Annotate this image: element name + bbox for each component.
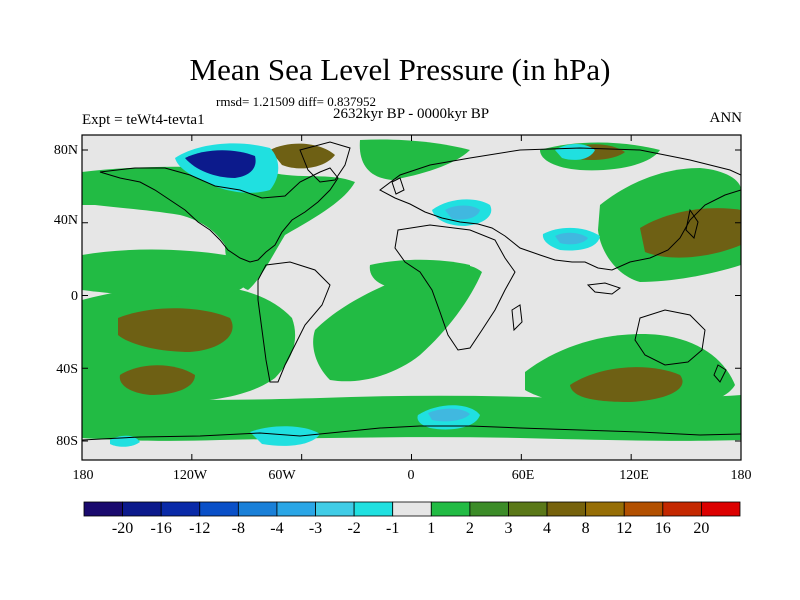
coast-new-zealand: [713, 364, 727, 383]
map-title: Mean Sea Level Pressure (in hPa): [189, 52, 611, 87]
field-patch-mediterranean-core: [445, 205, 480, 220]
colorbar-swatch: [392, 501, 432, 517]
colorbar-label: -8: [231, 520, 245, 537]
field-patch-north-pacific-core: [640, 208, 741, 258]
colorbar-label: 8: [581, 520, 590, 537]
colorbar-label: 1: [427, 520, 436, 537]
colorbar-swatch: [662, 501, 702, 517]
colorbar-swatch: [237, 501, 278, 517]
coast-antarctica: [82, 425, 741, 441]
coastlines: [82, 141, 741, 441]
field-patch-north-atlantic: [359, 139, 470, 180]
lat-label: 40S: [56, 362, 78, 377]
field-patch-south-pacific-core: [118, 308, 233, 352]
colorbar-swatch: [315, 501, 355, 517]
map-panel: [82, 135, 741, 460]
field-patch-equatorial-atlantic: [369, 259, 470, 290]
field-patch-antarctic-pacific: [250, 426, 320, 446]
experiment-label: Expt = teWt4-tevta1: [82, 112, 205, 128]
lon-label: 120W: [172, 468, 208, 483]
lon-label: 0: [407, 468, 415, 483]
colorbar-label: -1: [386, 520, 400, 537]
colorbar-label: -20: [111, 520, 134, 537]
colorbar-label: -2: [347, 520, 361, 537]
colorbar-label: 12: [616, 520, 633, 537]
colorbar-label: -16: [150, 520, 172, 537]
lon-label: 180: [730, 468, 752, 483]
colorbar-swatch: [430, 501, 471, 517]
coast-eurasia: [379, 147, 741, 271]
coast-uk: [391, 177, 405, 195]
coast-australia: [634, 309, 706, 366]
field-patch-tibet-core: [555, 232, 588, 245]
colorbar-swatch: [701, 501, 741, 517]
colorbar-swatch: [160, 501, 201, 517]
coast-madagascar: [511, 304, 523, 332]
colorbar-swatch: [199, 501, 239, 517]
colorbar-label: 2: [465, 520, 474, 537]
season-label: ANN: [709, 110, 743, 126]
lon-label: 180: [72, 468, 94, 483]
lat-label: 40N: [53, 213, 78, 228]
field-patch-north-america: [82, 166, 355, 290]
lat-label: 0: [71, 289, 78, 304]
lon-label: 60E: [511, 468, 535, 483]
colorbar-swatch: [623, 501, 664, 517]
colorbar-swatch: [508, 501, 548, 517]
colorbar-label: -3: [308, 520, 323, 537]
colorbar-swatch: [122, 501, 162, 517]
colorbar-label: 3: [504, 520, 513, 537]
axis-ticks: [81, 135, 742, 460]
colorbar-swatch: [353, 501, 394, 517]
field-patch-sw-pacific-core: [119, 365, 195, 395]
colorbar-swatch: [469, 501, 509, 517]
lat-label: 80S: [56, 434, 78, 449]
colorbar-label: 20: [693, 520, 710, 537]
coast-indonesia: [586, 282, 622, 295]
colorbar-swatch: [585, 501, 625, 517]
colorbar: [83, 501, 741, 517]
field-patch-southern-ocean: [82, 395, 741, 441]
field-patch-antarctic-atlantic-core: [428, 408, 470, 422]
lat-label: 80N: [53, 143, 78, 158]
colorbar-label: 16: [654, 520, 671, 537]
coast-japan: [685, 208, 699, 239]
lon-label: 120E: [619, 468, 649, 483]
pressure-anomaly-field: [82, 139, 741, 447]
colorbar-label: 4: [543, 520, 552, 537]
field-patch-canadian-arctic-core: [185, 150, 256, 178]
colorbar-swatch: [276, 501, 316, 517]
coast-greenland: [299, 141, 351, 183]
coast-north-america: [99, 167, 339, 263]
coast-south-america: [257, 261, 331, 383]
field-patch-east-pacific: [82, 249, 253, 297]
field-patch-indian-ocean-core: [570, 367, 683, 402]
colorbar-swatch: [546, 501, 587, 517]
coast-africa: [394, 224, 516, 351]
lon-label: 60W: [268, 468, 296, 483]
period-label: 2632kyr BP - 0000kyr BP: [332, 106, 490, 122]
field-patch-south-atlantic: [313, 264, 482, 382]
colorbar-swatch: [83, 501, 123, 517]
stats-text: rmsd= 1.21509 diff= 0.837952: [216, 94, 376, 109]
colorbar-label: -12: [189, 520, 211, 537]
colorbar-label: -4: [270, 520, 284, 537]
